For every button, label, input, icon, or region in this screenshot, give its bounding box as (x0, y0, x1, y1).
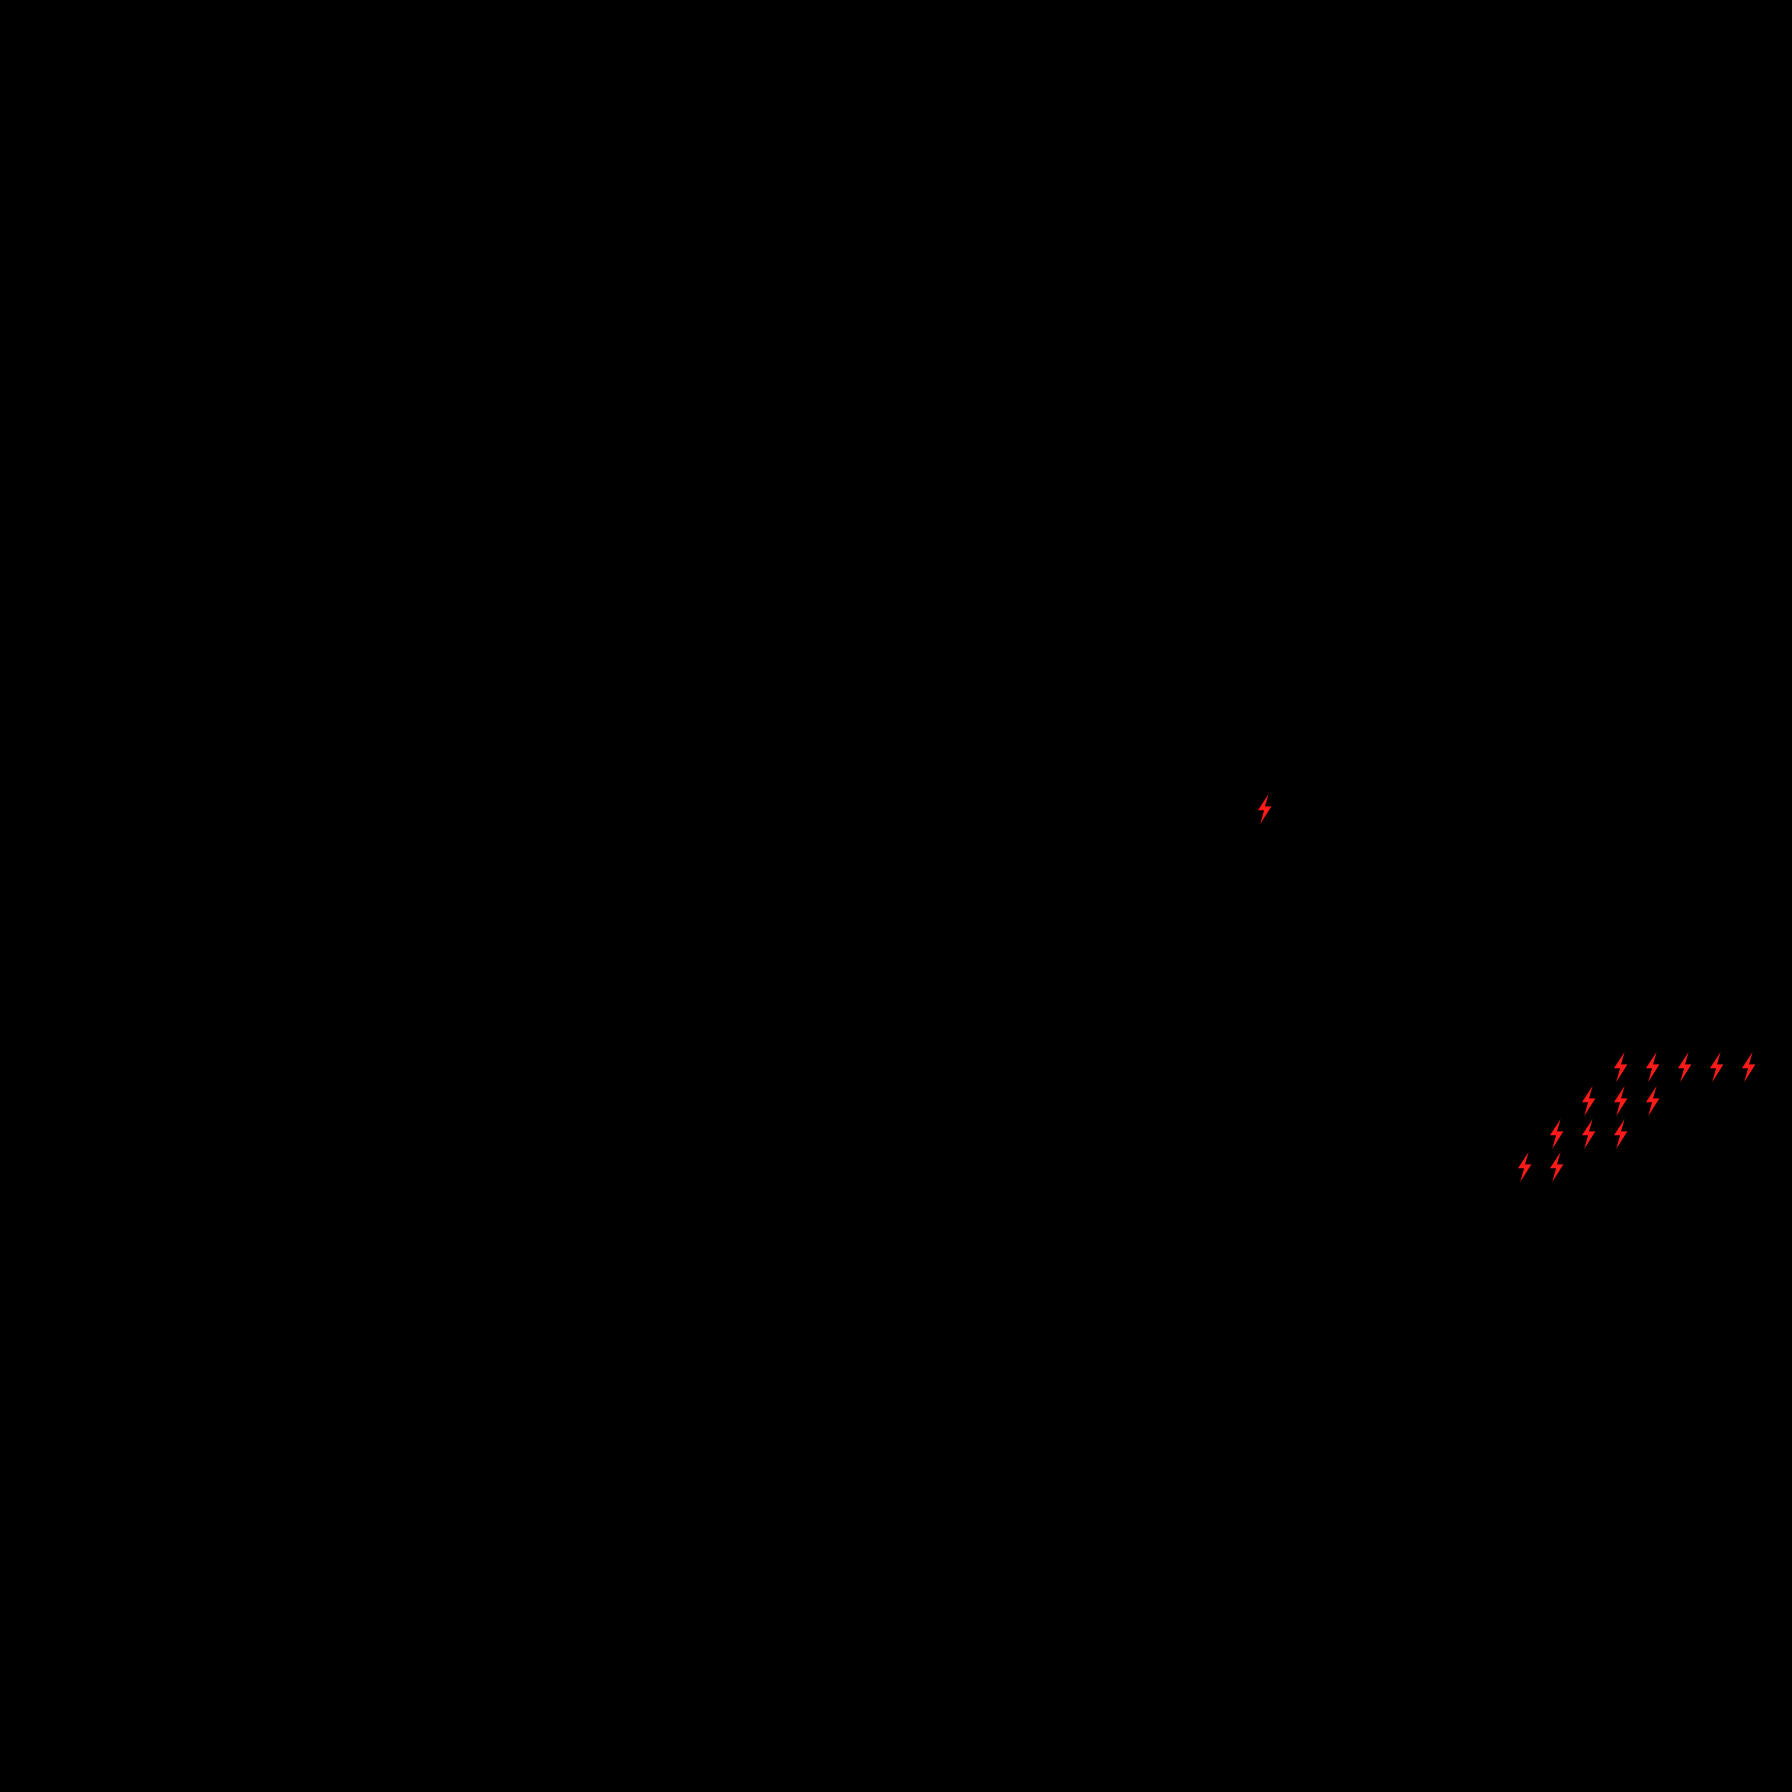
lightning-bolt-icon (1645, 1052, 1663, 1082)
lightning-bolt-icon (1581, 1119, 1599, 1149)
lightning-bolt-icon (1741, 1052, 1759, 1082)
lightning-bolt-icon (1677, 1052, 1695, 1082)
lightning-bolt-icon (1613, 1052, 1631, 1082)
lightning-bolt-icon (1645, 1086, 1663, 1116)
lightning-bolt-icon (1581, 1086, 1599, 1116)
lightning-bolt-icon (1257, 794, 1275, 824)
lightning-bolt-icon (1549, 1119, 1567, 1149)
lightning-bolt-icon (1709, 1052, 1727, 1082)
lightning-bolt-icon (1549, 1152, 1567, 1182)
lightning-bolt-icon (1613, 1119, 1631, 1149)
lightning-bolt-icon (1613, 1086, 1631, 1116)
lightning-bolt-icon (1517, 1152, 1535, 1182)
